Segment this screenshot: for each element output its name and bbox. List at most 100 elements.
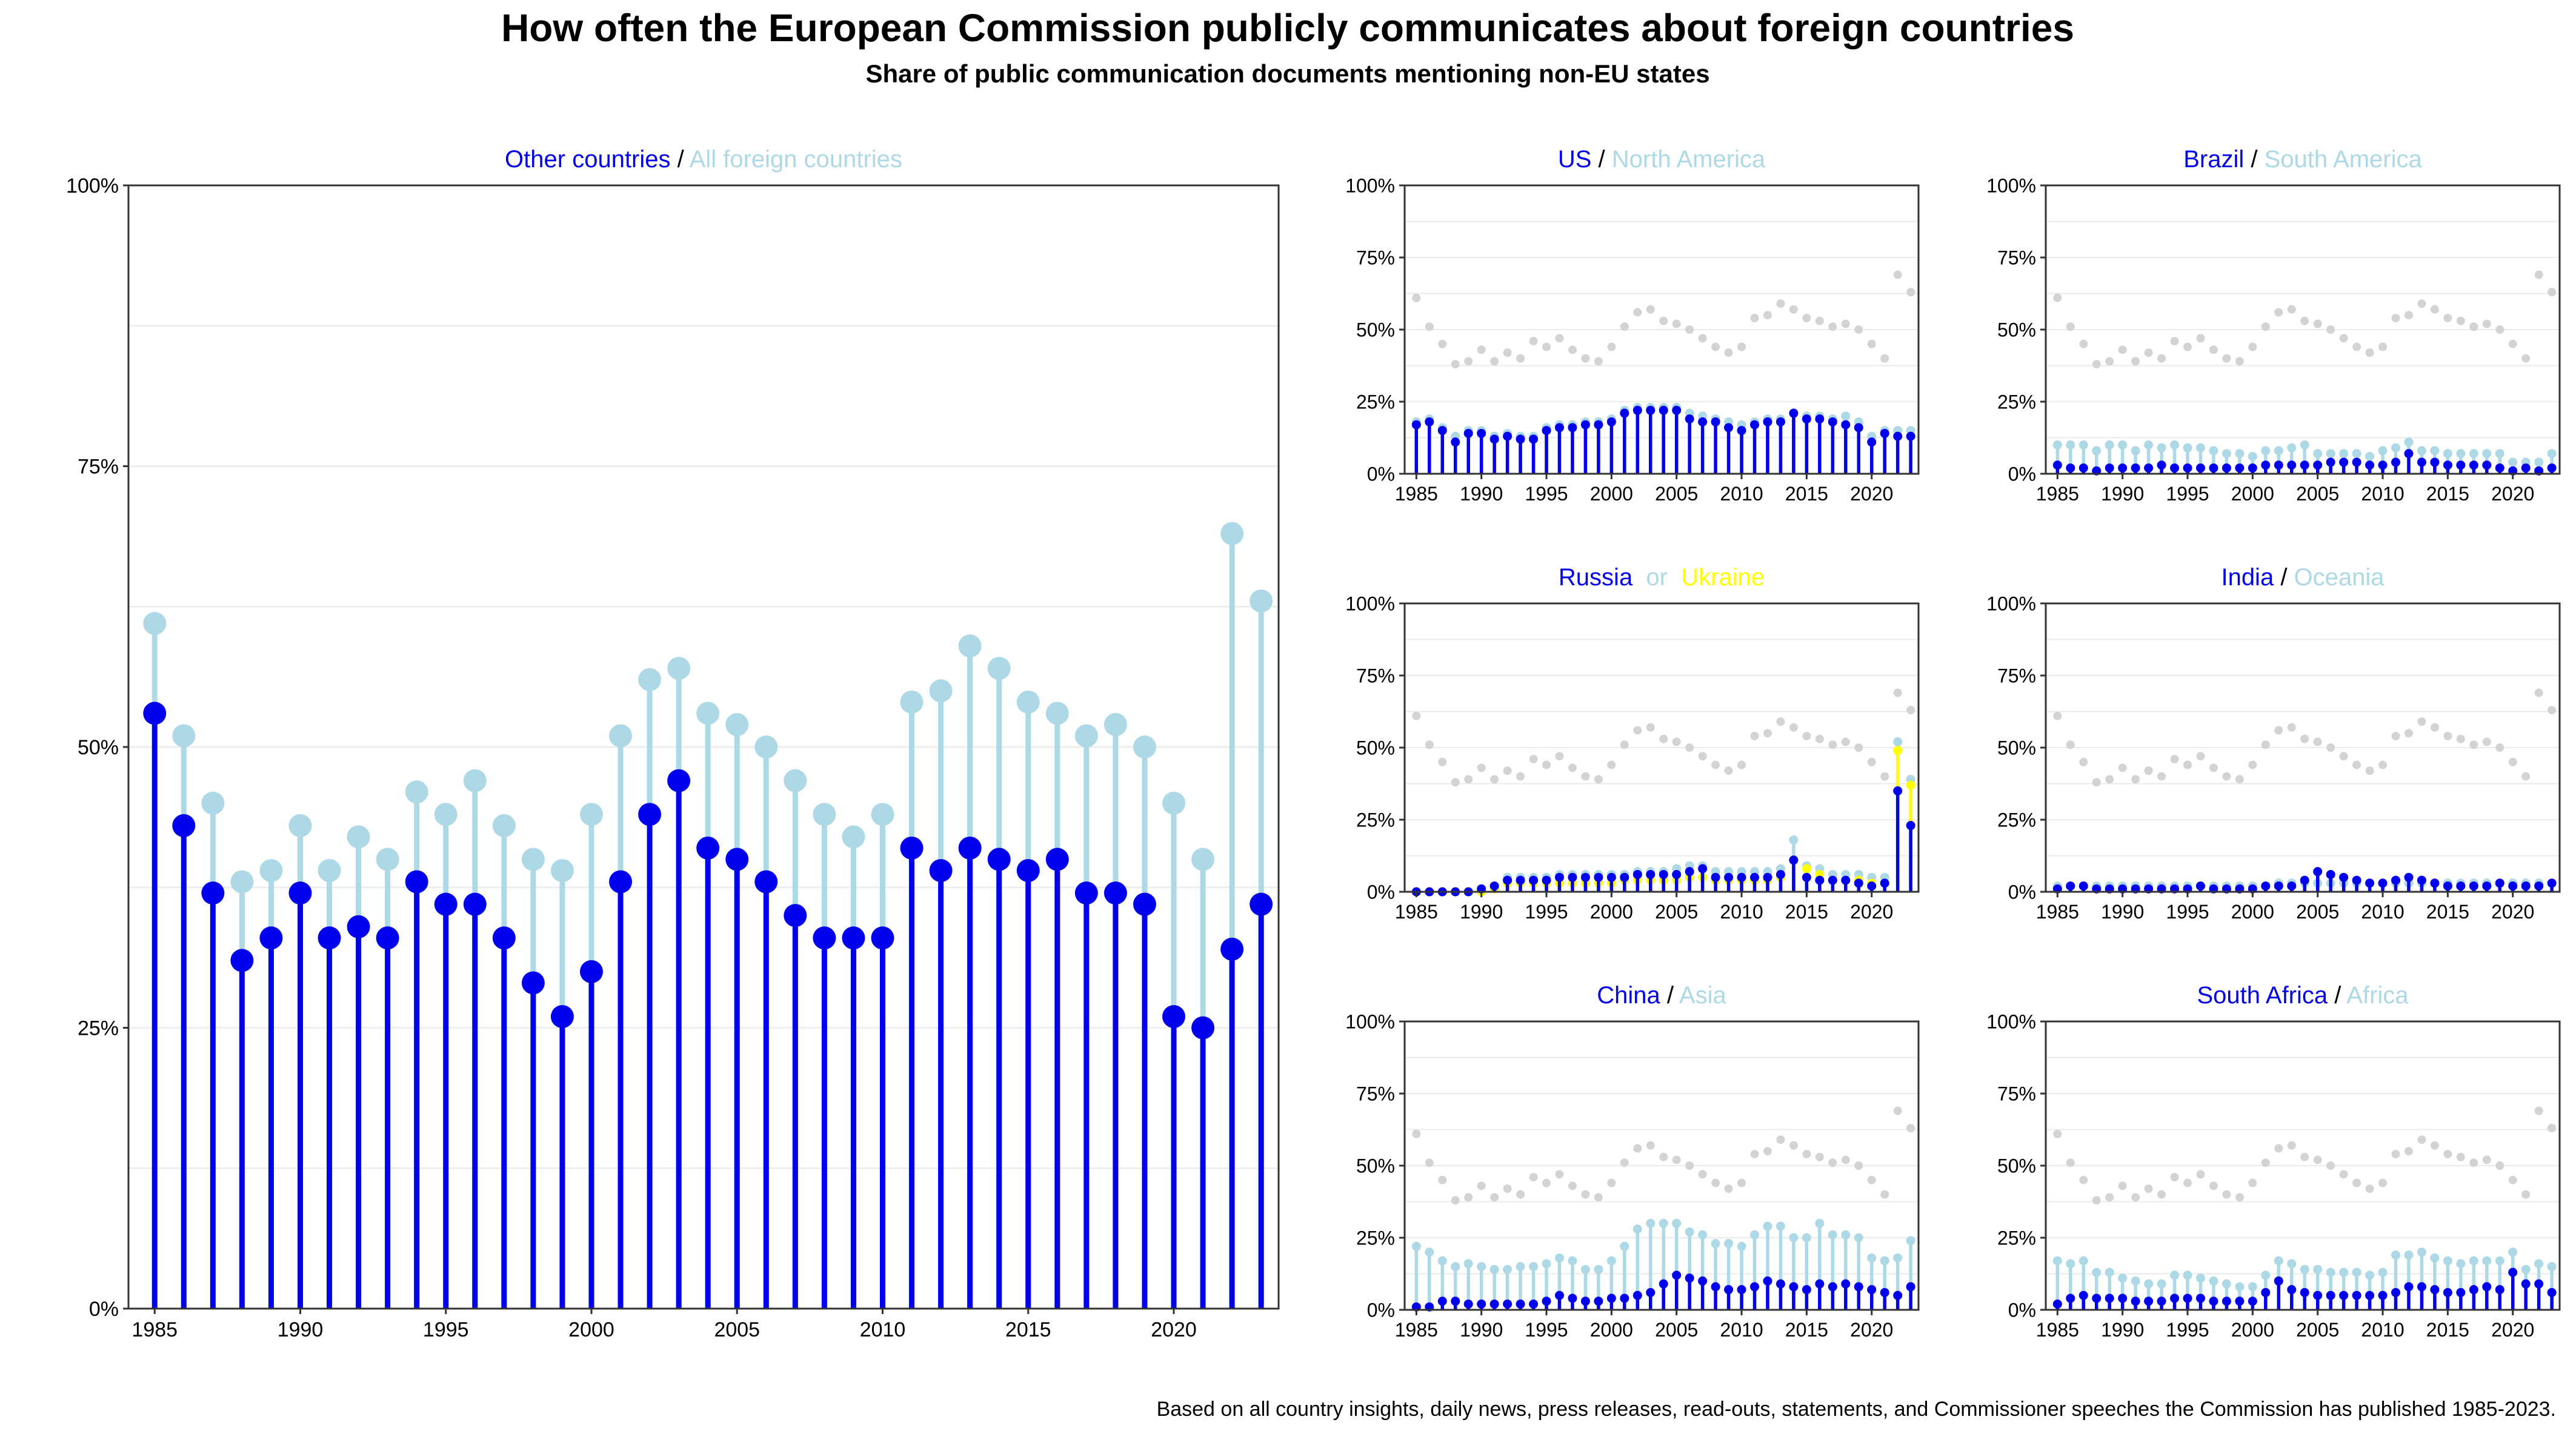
point xyxy=(463,769,487,792)
point xyxy=(1659,405,1668,415)
panel-title-part: Ukraine xyxy=(1681,564,1765,591)
background-point xyxy=(1425,1158,1434,1167)
y-tick-label: 75% xyxy=(1356,665,1395,687)
point xyxy=(1802,864,1811,874)
point xyxy=(1893,431,1903,441)
background-point xyxy=(1529,337,1538,346)
point xyxy=(2144,463,2154,473)
point xyxy=(1411,420,1421,430)
point xyxy=(2534,881,2544,891)
point xyxy=(2313,460,2323,470)
point xyxy=(1542,426,1551,436)
point xyxy=(580,803,604,826)
y-tick-label: 50% xyxy=(1356,1155,1395,1177)
y-tick-label: 75% xyxy=(1997,665,2036,687)
point xyxy=(1815,1218,1825,1228)
point xyxy=(2170,1293,2180,1303)
point xyxy=(1632,405,1642,415)
x-tick-label: 2020 xyxy=(2491,1319,2534,1341)
background-point xyxy=(1906,1124,1915,1133)
point xyxy=(958,836,982,860)
point xyxy=(1711,1239,1720,1249)
background-point xyxy=(2274,1144,2283,1153)
point xyxy=(318,858,341,882)
x-tick-label: 2015 xyxy=(1785,1319,1828,1341)
point xyxy=(2105,1267,2114,1277)
point xyxy=(1580,420,1590,430)
point xyxy=(1841,1230,1851,1240)
background-point xyxy=(1815,734,1824,743)
point xyxy=(987,657,1011,680)
background-point xyxy=(2144,348,2153,357)
point xyxy=(1685,414,1694,424)
point xyxy=(1646,869,1656,879)
point xyxy=(1880,1287,1889,1297)
point xyxy=(1542,1259,1551,1269)
point xyxy=(1789,1282,1799,1292)
background-point xyxy=(1607,1178,1616,1187)
background-point xyxy=(2079,1175,2088,1184)
point xyxy=(2195,443,2205,453)
point xyxy=(1568,1293,1577,1303)
point xyxy=(1854,1233,1863,1243)
point xyxy=(2430,1253,2440,1263)
point xyxy=(2547,1262,2557,1272)
background-point xyxy=(2131,357,2140,366)
point xyxy=(2052,1256,2062,1266)
point xyxy=(2222,1279,2231,1289)
point xyxy=(2443,449,2452,459)
background-point xyxy=(1633,1144,1642,1153)
point xyxy=(1672,869,1682,879)
point xyxy=(1749,420,1759,430)
point xyxy=(2209,1276,2218,1286)
point xyxy=(2339,457,2349,467)
point xyxy=(1477,1262,1486,1272)
point xyxy=(1074,882,1098,905)
point xyxy=(2482,449,2492,459)
background-point xyxy=(2417,299,2426,308)
point xyxy=(2157,1279,2166,1289)
point xyxy=(2066,463,2075,473)
point xyxy=(1802,872,1811,882)
background-point xyxy=(1776,1135,1785,1144)
y-tick-label: 0% xyxy=(89,1298,119,1321)
point xyxy=(2391,457,2400,467)
point xyxy=(1906,431,1915,441)
point xyxy=(2248,451,2257,461)
background-point xyxy=(2534,688,2543,697)
background-point xyxy=(1724,1184,1733,1194)
point xyxy=(492,814,516,837)
point xyxy=(2534,457,2544,467)
point xyxy=(2547,878,2557,888)
background-point xyxy=(1425,322,1434,331)
background-point xyxy=(1412,1129,1421,1138)
y-tick-label: 0% xyxy=(1367,463,1395,485)
background-point xyxy=(2209,345,2218,354)
background-point xyxy=(2300,1152,2309,1161)
background-point xyxy=(2365,766,2374,775)
background-point xyxy=(1672,737,1681,746)
background-point xyxy=(1854,325,1863,334)
point xyxy=(2404,449,2414,459)
point xyxy=(1103,712,1127,736)
point xyxy=(2339,1267,2349,1277)
background-point xyxy=(1763,311,1772,320)
background-point xyxy=(1490,1193,1499,1202)
background-point xyxy=(1776,717,1785,726)
point xyxy=(1841,1279,1851,1289)
background-point xyxy=(1802,313,1811,322)
background-point xyxy=(2183,1178,2192,1187)
point xyxy=(638,803,662,826)
panel-title-part: / xyxy=(2274,564,2294,591)
background-point xyxy=(2352,1178,2361,1187)
point xyxy=(2183,1270,2192,1280)
y-tick-label: 25% xyxy=(78,1017,119,1040)
point xyxy=(1659,1279,1668,1289)
point xyxy=(1529,1299,1539,1309)
background-point xyxy=(2105,1193,2114,1202)
background-point xyxy=(2066,322,2075,331)
background-point xyxy=(2456,734,2465,743)
point xyxy=(1451,1262,1460,1272)
point xyxy=(1776,1279,1785,1289)
point xyxy=(1659,1218,1668,1228)
